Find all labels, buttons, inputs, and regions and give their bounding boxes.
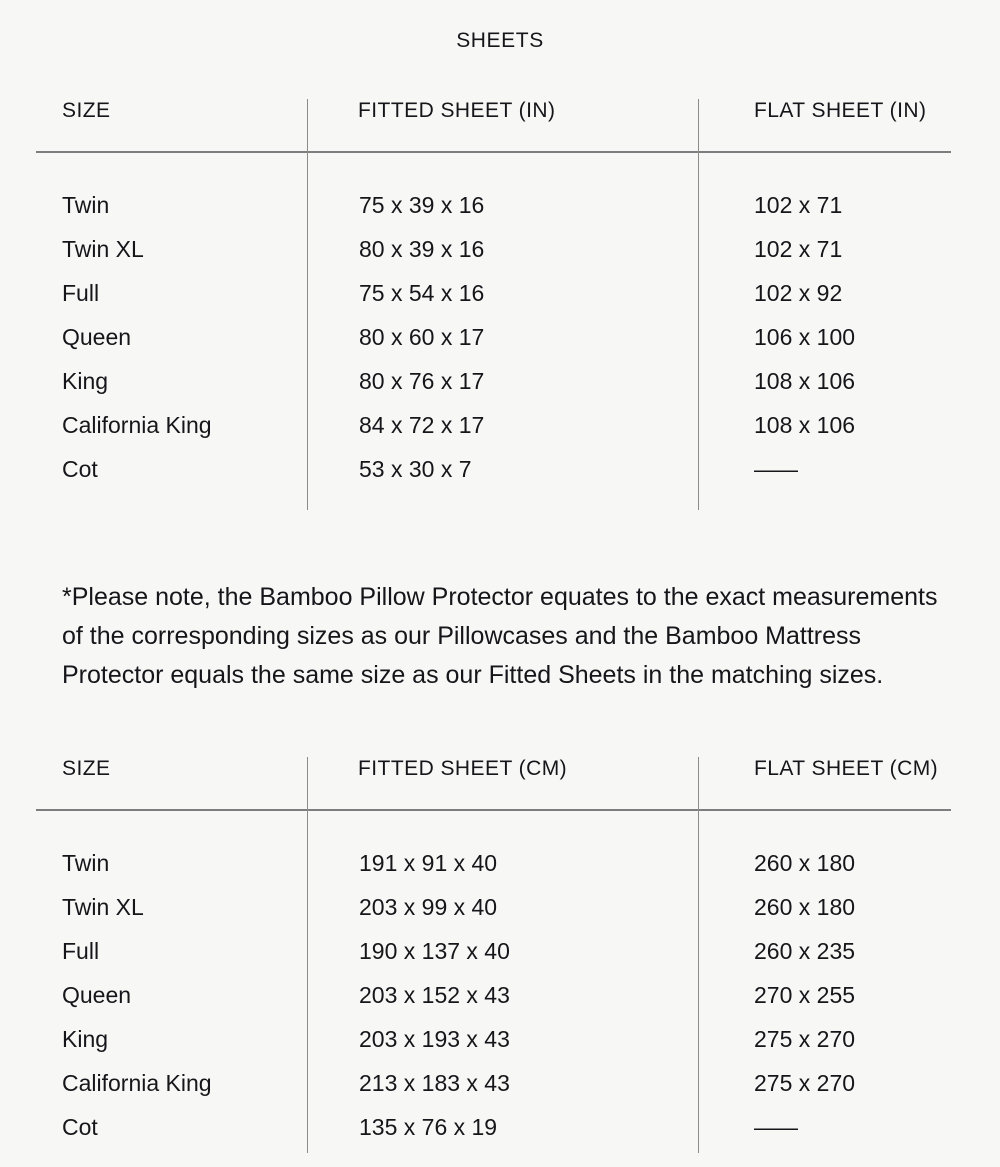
column-divider-1 (307, 757, 308, 1153)
note-paragraph: *Please note, the Bamboo Pillow Protecto… (62, 583, 938, 689)
cell-fitted: 190 x 137 x 40 (359, 938, 510, 964)
table-header-row-centimetres: SIZE FITTED SHEET (CM) FLAT SHEET (CM) (0, 757, 1000, 811)
cell-size: Twin XL (62, 236, 144, 262)
table-row: Twin 191 x 91 x 40 260 x 180 (0, 848, 1000, 892)
cell-flat: 260 x 235 (754, 938, 856, 964)
cell-fitted: 75 x 39 x 16 (359, 192, 485, 218)
table-row: Cot 135 x 76 x 19 —— (0, 1112, 1000, 1156)
cell-flat: 260 x 180 (754, 850, 856, 876)
table-row: Twin XL 203 x 99 x 40 260 x 180 (0, 892, 1000, 936)
cell-size: King (62, 1026, 109, 1052)
cell-fitted: 80 x 60 x 17 (359, 324, 485, 350)
cell-size: Queen (62, 982, 132, 1008)
cell-fitted: 203 x 99 x 40 (359, 894, 498, 920)
table-row: Full 75 x 54 x 16 102 x 92 (0, 278, 1000, 322)
cell-fitted: 191 x 91 x 40 (359, 850, 498, 876)
cell-flat: 108 x 106 (754, 412, 856, 438)
column-header-size: SIZE (62, 757, 111, 780)
cell-flat: 102 x 71 (754, 236, 843, 262)
cell-flat: 102 x 71 (754, 192, 843, 218)
table-row: Twin 75 x 39 x 16 102 x 71 (0, 190, 1000, 234)
cell-flat: 275 x 270 (754, 1070, 856, 1096)
cell-size: Queen (62, 324, 132, 350)
cell-flat: 108 x 106 (754, 368, 856, 394)
cell-size: Twin (62, 850, 110, 876)
cell-flat: 106 x 100 (754, 324, 856, 350)
cell-size: California King (62, 1070, 212, 1096)
table-body-inches: Twin 75 x 39 x 16 102 x 71 Twin XL 80 x … (0, 190, 1000, 498)
cell-fitted: 203 x 193 x 43 (359, 1026, 510, 1052)
cell-flat: 275 x 270 (754, 1026, 856, 1052)
table-row: Cot 53 x 30 x 7 —— (0, 454, 1000, 498)
header-divider-rule (36, 809, 951, 811)
column-divider-1 (307, 99, 308, 510)
cell-size: Twin XL (62, 894, 144, 920)
cell-flat-empty: —— (754, 456, 798, 482)
cell-size: Full (62, 938, 100, 964)
cell-size: Cot (62, 456, 98, 482)
column-header-fitted-sheet: FITTED SHEET (IN) (358, 99, 556, 122)
cell-flat: 260 x 180 (754, 894, 856, 920)
cell-fitted: 84 x 72 x 17 (359, 412, 485, 438)
cell-fitted: 53 x 30 x 7 (359, 456, 472, 482)
cell-fitted: 80 x 76 x 17 (359, 368, 485, 394)
column-header-flat-sheet: FLAT SHEET (IN) (754, 99, 927, 122)
cell-size: California King (62, 412, 212, 438)
column-header-size: SIZE (62, 99, 111, 122)
header-divider-rule (36, 151, 951, 153)
table-body-centimetres: Twin 191 x 91 x 40 260 x 180 Twin XL 203… (0, 848, 1000, 1156)
page-title: SHEETS (456, 29, 544, 52)
cell-fitted: 203 x 152 x 43 (359, 982, 510, 1008)
table-row: California King 213 x 183 x 43 275 x 270 (0, 1068, 1000, 1112)
cell-size: Cot (62, 1114, 98, 1140)
cell-fitted: 135 x 76 x 19 (359, 1114, 498, 1140)
table-row: Twin XL 80 x 39 x 16 102 x 71 (0, 234, 1000, 278)
cell-size: Twin (62, 192, 110, 218)
sheets-table-inches: SIZE FITTED SHEET (IN) FLAT SHEET (IN) T… (0, 99, 1000, 510)
table-header-row-inches: SIZE FITTED SHEET (IN) FLAT SHEET (IN) (0, 99, 1000, 153)
cell-flat: 270 x 255 (754, 982, 856, 1008)
table-row: Full 190 x 137 x 40 260 x 235 (0, 936, 1000, 980)
column-header-fitted-sheet: FITTED SHEET (CM) (358, 757, 568, 780)
cell-size: Full (62, 280, 100, 306)
cell-fitted: 213 x 183 x 43 (359, 1070, 510, 1096)
table-row: Queen 203 x 152 x 43 270 x 255 (0, 980, 1000, 1024)
cell-flat: 102 x 92 (754, 280, 843, 306)
cell-fitted: 80 x 39 x 16 (359, 236, 485, 262)
table-row: King 203 x 193 x 43 275 x 270 (0, 1024, 1000, 1068)
table-row: King 80 x 76 x 17 108 x 106 (0, 366, 1000, 410)
table-row: Queen 80 x 60 x 17 106 x 100 (0, 322, 1000, 366)
cell-fitted: 75 x 54 x 16 (359, 280, 485, 306)
table-row: California King 84 x 72 x 17 108 x 106 (0, 410, 1000, 454)
sheets-table-centimetres: SIZE FITTED SHEET (CM) FLAT SHEET (CM) T… (0, 757, 1000, 1153)
column-header-flat-sheet: FLAT SHEET (CM) (754, 757, 939, 780)
column-divider-2 (698, 99, 699, 510)
column-divider-2 (698, 757, 699, 1153)
cell-size: King (62, 368, 109, 394)
cell-flat-empty: —— (754, 1114, 798, 1140)
